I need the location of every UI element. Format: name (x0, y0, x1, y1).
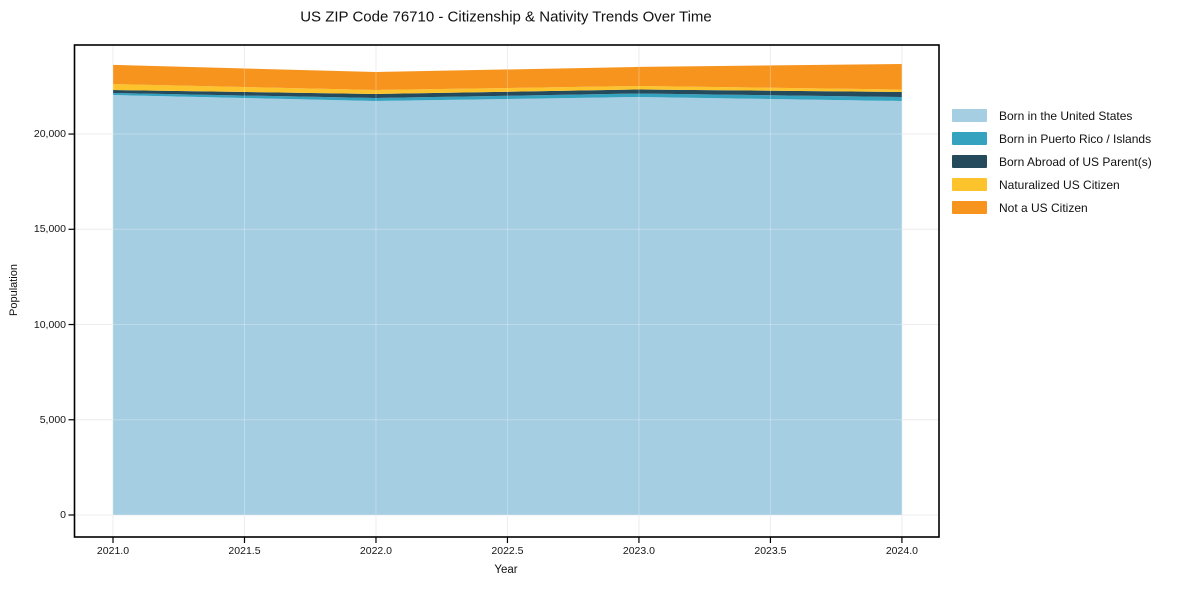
legend-swatch (952, 178, 987, 191)
legend-swatch (952, 201, 987, 214)
legend-swatch (952, 132, 987, 145)
area-series (113, 93, 902, 101)
legend-label: Naturalized US Citizen (999, 177, 1120, 192)
legend-label: Not a US Citizen (999, 200, 1088, 215)
legend: Born in the United States Born in Puerto … (952, 104, 1152, 219)
area-series (113, 89, 902, 98)
plot-border (73, 44, 940, 538)
x-tick-label: 2023.0 (622, 545, 655, 557)
area-series (113, 84, 902, 94)
legend-item: Born in Puerto Rico / Islands (952, 127, 1152, 150)
y-tick-label: 10,000 (33, 318, 66, 331)
y-tick-label: 20,000 (33, 128, 66, 141)
x-tick-label: 2023.5 (754, 545, 787, 557)
y-axis-label: Population (8, 264, 20, 316)
y-tick-label: 15,000 (33, 223, 66, 236)
x-tick-label: 2022.0 (359, 545, 393, 557)
x-axis-label: Year (494, 564, 518, 576)
area-series (113, 95, 902, 515)
legend-item: Naturalized US Citizen (952, 173, 1152, 196)
x-tick-label: 2021.0 (96, 545, 130, 557)
x-tick-label: 2022.5 (491, 545, 524, 557)
legend-swatch (952, 109, 987, 122)
legend-swatch (952, 155, 987, 168)
area-series (113, 64, 902, 90)
legend-label: Born in the United States (999, 108, 1133, 123)
x-tick-label: 2024.0 (885, 545, 918, 557)
chart-title: US ZIP Code 76710 - Citizenship & Nativi… (300, 8, 712, 26)
legend-item: Born Abroad of US Parent(s) (952, 150, 1152, 173)
legend-label: Born Abroad of US Parent(s) (999, 154, 1152, 169)
y-tick-label: 0 (60, 509, 66, 521)
x-tick-label: 2021.5 (228, 545, 261, 557)
legend-label: Born in Puerto Rico / Islands (999, 131, 1152, 146)
y-tick-label: 5,000 (39, 413, 66, 426)
legend-item: Born in the United States (952, 104, 1152, 127)
legend-item: Not a US Citizen (952, 196, 1152, 219)
